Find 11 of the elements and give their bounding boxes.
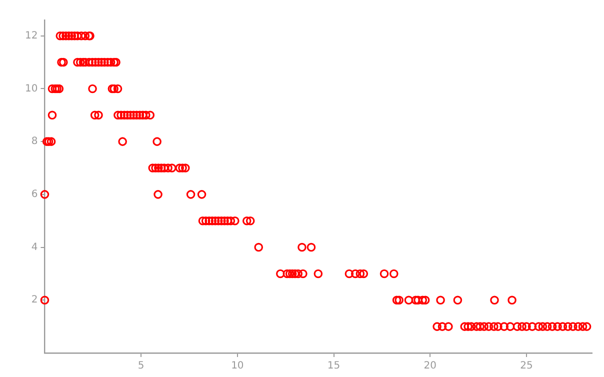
x-tick-label: 20 (424, 360, 436, 372)
y-tick-label: 8 (31, 136, 38, 148)
y-tick-label: 2 (31, 294, 38, 306)
y-tick-label: 10 (24, 83, 38, 94)
x-tick-label: 10 (231, 360, 244, 372)
x-tick-label: 5 (138, 360, 144, 372)
x-tick-label: 15 (327, 360, 340, 372)
y-tick-label: 6 (31, 189, 38, 200)
y-tick-label: 4 (31, 242, 38, 253)
x-tick-label: 25 (520, 360, 533, 372)
y-tick-label: 12 (24, 30, 38, 42)
